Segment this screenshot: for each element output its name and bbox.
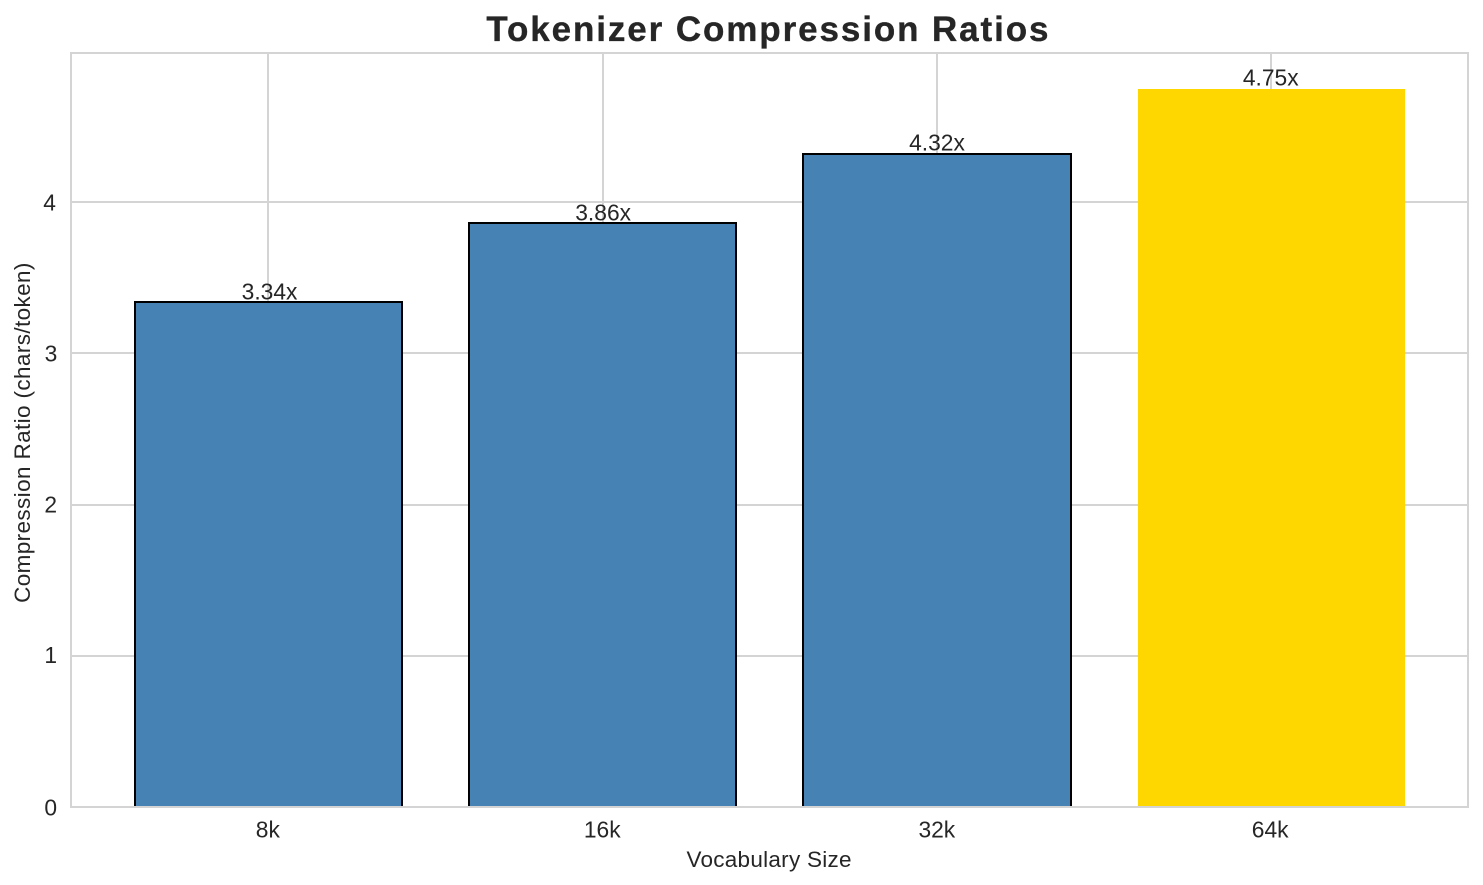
svg-text:4: 4 [43,189,56,215]
svg-text:Tokenizer Compression Ratios: Tokenizer Compression Ratios [486,10,1050,49]
svg-text:1: 1 [44,642,57,668]
svg-text:Compression Ratio (chars/token: Compression Ratio (chars/token) [10,262,35,603]
svg-text:3.34x: 3.34x [242,279,298,305]
svg-text:3: 3 [45,340,58,366]
svg-text:2: 2 [44,492,57,518]
svg-text:8k: 8k [256,817,281,843]
svg-text:0: 0 [44,795,57,821]
svg-text:16k: 16k [584,817,621,843]
svg-text:32k: 32k [918,817,955,843]
svg-text:Vocabulary Size: Vocabulary Size [686,847,851,872]
svg-text:4.32x: 4.32x [909,130,965,156]
svg-text:64k: 64k [1252,817,1289,843]
svg-text:4.75x: 4.75x [1243,65,1299,91]
svg-text:3.86x: 3.86x [575,200,631,226]
